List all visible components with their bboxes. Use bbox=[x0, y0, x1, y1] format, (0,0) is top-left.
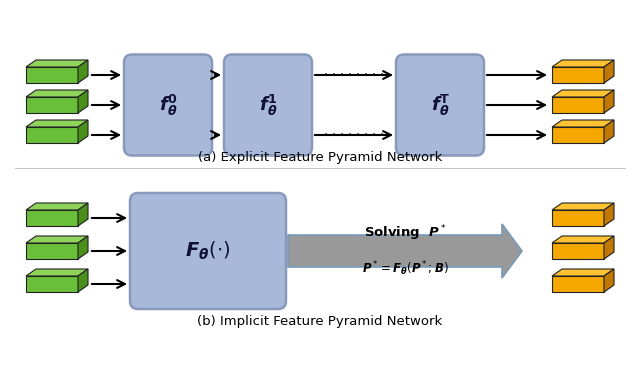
Polygon shape bbox=[26, 67, 78, 83]
Polygon shape bbox=[604, 120, 614, 143]
Polygon shape bbox=[552, 236, 614, 243]
Polygon shape bbox=[552, 90, 614, 97]
Polygon shape bbox=[552, 269, 614, 276]
Polygon shape bbox=[288, 224, 522, 278]
Polygon shape bbox=[26, 90, 88, 97]
Text: $\boldsymbol{P}^* = \boldsymbol{F}_{\boldsymbol{\theta}}(\boldsymbol{P}^*;\bolds: $\boldsymbol{P}^* = \boldsymbol{F}_{\bol… bbox=[362, 260, 449, 278]
Polygon shape bbox=[552, 203, 614, 210]
FancyBboxPatch shape bbox=[396, 54, 484, 156]
Polygon shape bbox=[78, 60, 88, 83]
Polygon shape bbox=[26, 203, 88, 210]
Polygon shape bbox=[78, 269, 88, 292]
FancyBboxPatch shape bbox=[130, 193, 286, 309]
Polygon shape bbox=[78, 236, 88, 259]
Polygon shape bbox=[78, 120, 88, 143]
Polygon shape bbox=[26, 269, 88, 276]
Polygon shape bbox=[26, 120, 88, 127]
Text: $\boldsymbol{f}_{\boldsymbol{\theta}}^{\mathbf{0}}$: $\boldsymbol{f}_{\boldsymbol{\theta}}^{\… bbox=[159, 93, 177, 117]
Polygon shape bbox=[604, 60, 614, 83]
Polygon shape bbox=[552, 276, 604, 292]
Polygon shape bbox=[552, 97, 604, 113]
Text: $\boldsymbol{f}_{\boldsymbol{\theta}}^{\mathbf{1}}$: $\boldsymbol{f}_{\boldsymbol{\theta}}^{\… bbox=[259, 93, 277, 117]
Polygon shape bbox=[26, 60, 88, 67]
Polygon shape bbox=[26, 127, 78, 143]
Polygon shape bbox=[26, 236, 88, 243]
Polygon shape bbox=[604, 203, 614, 226]
Text: $\boldsymbol{f}_{\boldsymbol{\theta}}^{\mathbf{T}}$: $\boldsymbol{f}_{\boldsymbol{\theta}}^{\… bbox=[431, 93, 449, 117]
Text: (a) Explicit Feature Pyramid Network: (a) Explicit Feature Pyramid Network bbox=[198, 151, 442, 164]
Polygon shape bbox=[552, 60, 614, 67]
Polygon shape bbox=[604, 269, 614, 292]
Polygon shape bbox=[552, 127, 604, 143]
Text: . . . . . . . .: . . . . . . . . bbox=[324, 63, 384, 76]
Text: (b) Implicit Feature Pyramid Network: (b) Implicit Feature Pyramid Network bbox=[197, 314, 443, 327]
Polygon shape bbox=[552, 243, 604, 259]
Polygon shape bbox=[26, 210, 78, 226]
Polygon shape bbox=[552, 210, 604, 226]
FancyBboxPatch shape bbox=[124, 54, 212, 156]
Polygon shape bbox=[78, 203, 88, 226]
Polygon shape bbox=[604, 90, 614, 113]
Text: $\boldsymbol{F}_{\boldsymbol{\theta}}(\cdot)$: $\boldsymbol{F}_{\boldsymbol{\theta}}(\c… bbox=[186, 240, 230, 262]
Polygon shape bbox=[26, 243, 78, 259]
Polygon shape bbox=[604, 236, 614, 259]
Polygon shape bbox=[552, 120, 614, 127]
Text: . . . . . . . .: . . . . . . . . bbox=[324, 123, 384, 137]
Polygon shape bbox=[26, 276, 78, 292]
Polygon shape bbox=[78, 90, 88, 113]
Polygon shape bbox=[26, 97, 78, 113]
FancyBboxPatch shape bbox=[224, 54, 312, 156]
Text: Solving  $\boldsymbol{P}^*$: Solving $\boldsymbol{P}^*$ bbox=[364, 223, 446, 243]
Polygon shape bbox=[552, 67, 604, 83]
